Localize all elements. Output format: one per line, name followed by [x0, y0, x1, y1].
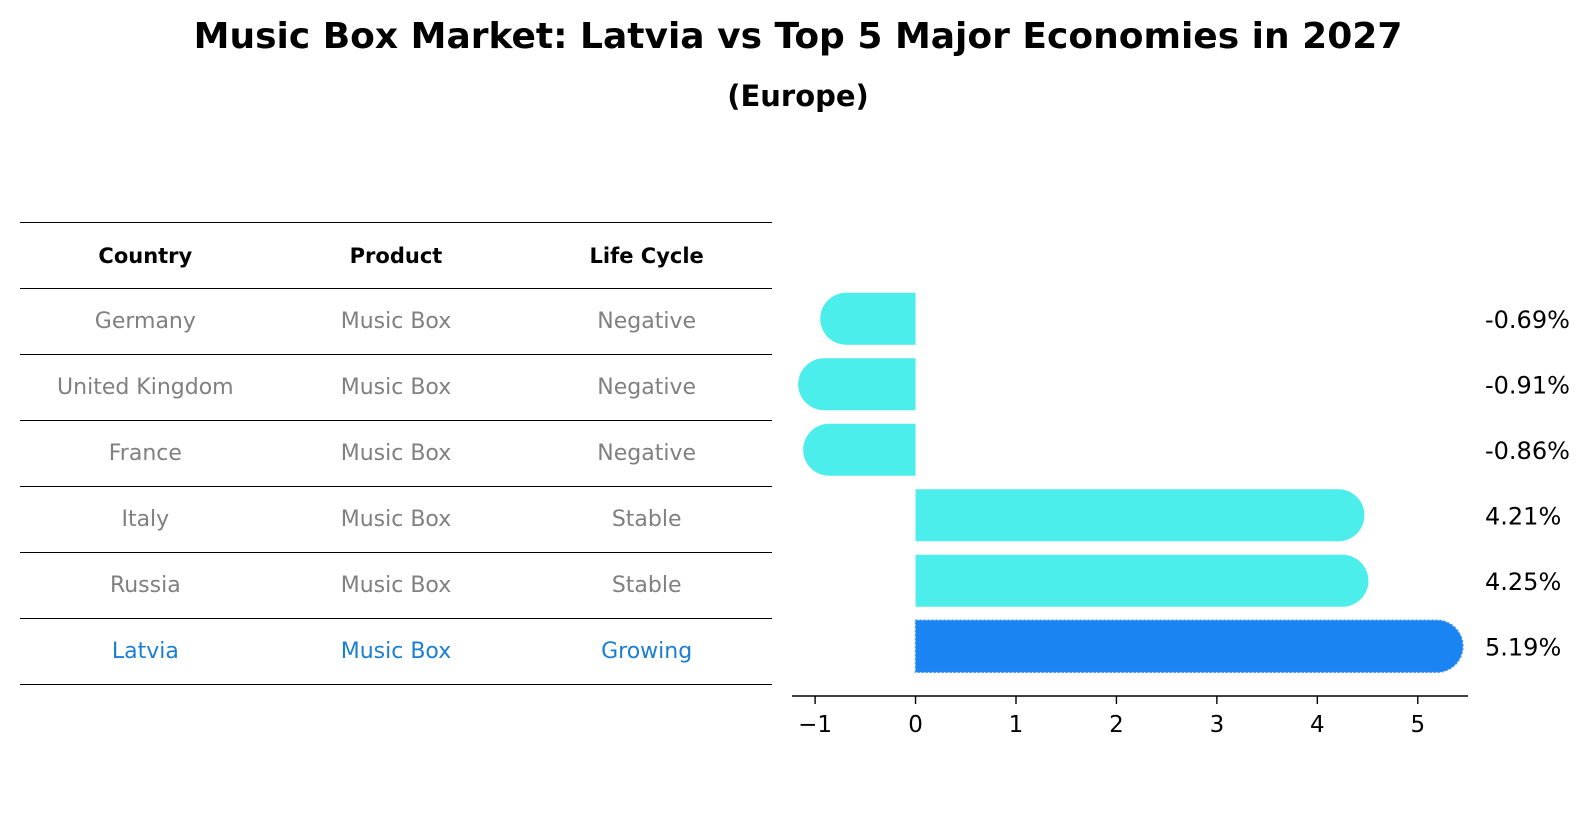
- table-row: Italy Music Box Stable: [20, 486, 772, 553]
- bar-value-label: -0.91%: [1485, 371, 1570, 399]
- bar-value-label: 4.25%: [1485, 568, 1561, 596]
- column-header-product: Product: [270, 222, 522, 289]
- cell-life-cycle: Stable: [521, 486, 772, 553]
- bar: [820, 292, 916, 345]
- column-header-country: Country: [20, 222, 271, 289]
- cell-life-cycle: Negative: [521, 288, 772, 355]
- bar: [915, 554, 1369, 607]
- bar-group: [915, 554, 1369, 607]
- bar-value-label: -0.69%: [1485, 306, 1570, 334]
- cell-product: Music Box: [270, 288, 522, 355]
- table-row: Germany Music Box Negative: [20, 288, 772, 355]
- chart-title: Music Box Market: Latvia vs Top 5 Major …: [193, 16, 1403, 57]
- table-row: Russia Music Box Stable: [20, 552, 772, 619]
- bar: [915, 489, 1365, 542]
- cell-country: Latvia: [20, 618, 271, 685]
- cell-country: Germany: [20, 288, 271, 355]
- bar: [803, 423, 916, 476]
- x-tick-label: 3: [1210, 712, 1225, 738]
- cell-product: Music Box: [270, 354, 522, 421]
- cell-country: United Kingdom: [20, 354, 271, 421]
- bar-value-label: -0.86%: [1485, 437, 1570, 465]
- chart-subtitle: (Europe): [727, 79, 869, 113]
- bar: [798, 358, 916, 411]
- table-row-highlighted: Latvia Music Box Growing: [20, 618, 772, 685]
- cell-life-cycle: Negative: [521, 354, 772, 421]
- cell-country: Italy: [20, 486, 271, 553]
- bar-group: [820, 292, 916, 345]
- x-tick-label: 0: [908, 712, 923, 738]
- x-tick-label: 5: [1410, 712, 1425, 738]
- bar-value-label: 4.21%: [1485, 502, 1561, 530]
- cell-product: Music Box: [270, 618, 522, 685]
- bar-group: [803, 423, 916, 476]
- cell-life-cycle: Negative: [521, 420, 772, 487]
- table-header-row: Country Product Life Cycle: [20, 222, 772, 289]
- table-row: United Kingdom Music Box Negative: [20, 354, 772, 421]
- cell-country: France: [20, 420, 271, 487]
- x-tick-label: 1: [1009, 712, 1024, 738]
- bar-group: [914, 619, 1464, 673]
- x-tick-label: 2: [1109, 712, 1124, 738]
- cell-life-cycle: Growing: [521, 618, 772, 685]
- cell-product: Music Box: [270, 486, 522, 553]
- table-row: France Music Box Negative: [20, 420, 772, 487]
- x-tick-label: 4: [1310, 712, 1325, 738]
- bar-value-label: 5.19%: [1485, 633, 1561, 661]
- cell-product: Music Box: [270, 420, 522, 487]
- x-tick-label: −1: [798, 712, 832, 738]
- cell-product: Music Box: [270, 552, 522, 619]
- cell-life-cycle: Stable: [521, 552, 772, 619]
- bar-group: [798, 358, 916, 411]
- bar-highlighted: [914, 619, 1464, 673]
- country-table-container: Country Product Life Cycle Germany Music…: [20, 222, 772, 685]
- cell-country: Russia: [20, 552, 271, 619]
- country-table: Country Product Life Cycle Germany Music…: [20, 222, 772, 685]
- bar-group: [915, 489, 1365, 542]
- column-header-life-cycle: Life Cycle: [521, 222, 772, 289]
